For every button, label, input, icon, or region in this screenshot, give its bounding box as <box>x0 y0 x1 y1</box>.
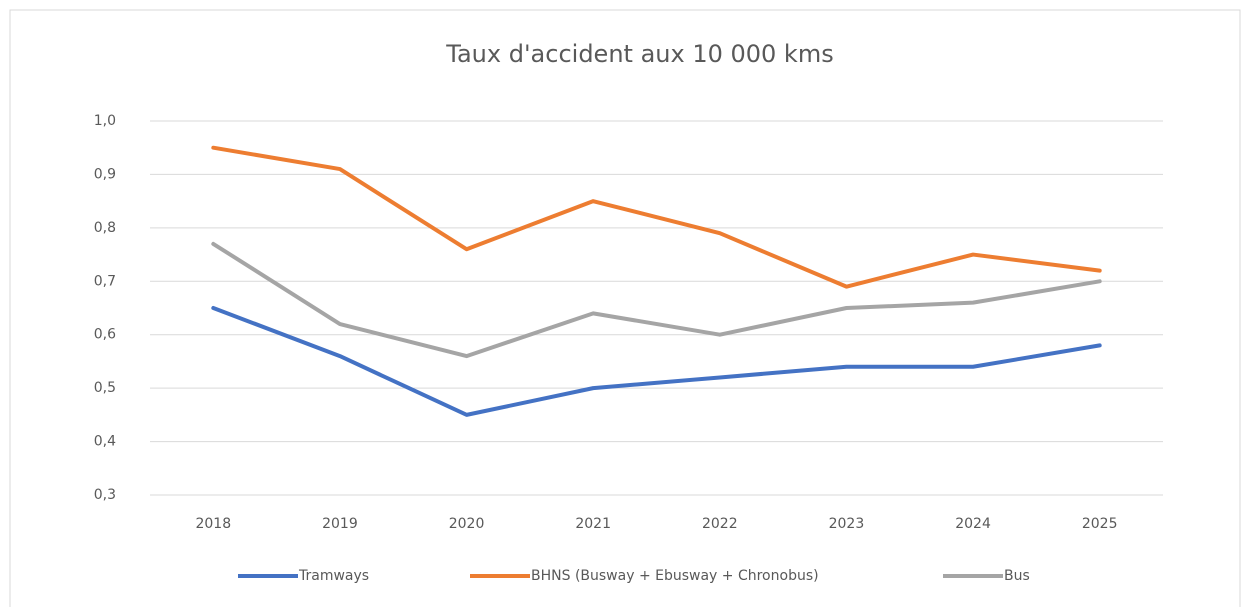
y-tick-label: 0,3 <box>94 487 116 503</box>
x-tick-label: 2022 <box>702 516 738 532</box>
y-tick-label: 0,7 <box>94 273 116 289</box>
series-line <box>211 241 1102 359</box>
x-tick-label: 2024 <box>955 516 991 532</box>
series-line <box>211 306 1102 417</box>
y-tick-label: 0,4 <box>94 434 116 450</box>
y-tick-label: 0,9 <box>94 166 116 182</box>
legend-label: BHNS (Busway + Ebusway + Chronobus) <box>531 568 819 584</box>
x-tick-label: 2025 <box>1082 516 1118 532</box>
x-tick-label: 2020 <box>449 516 485 532</box>
series-line <box>211 145 1102 289</box>
y-tick-label: 1,0 <box>94 113 116 129</box>
x-tick-label: 2018 <box>195 516 231 532</box>
chart-title: Taux d'accident aux 10 000 kms <box>445 40 833 68</box>
legend-label: Bus <box>1004 568 1030 584</box>
legend-label: Tramways <box>298 568 369 584</box>
y-tick-label: 0,8 <box>94 220 116 236</box>
y-tick-label: 0,6 <box>94 327 116 343</box>
x-tick-label: 2021 <box>575 516 611 532</box>
x-tick-label: 2023 <box>829 516 865 532</box>
x-tick-label: 2019 <box>322 516 358 532</box>
y-tick-label: 0,5 <box>94 380 116 396</box>
